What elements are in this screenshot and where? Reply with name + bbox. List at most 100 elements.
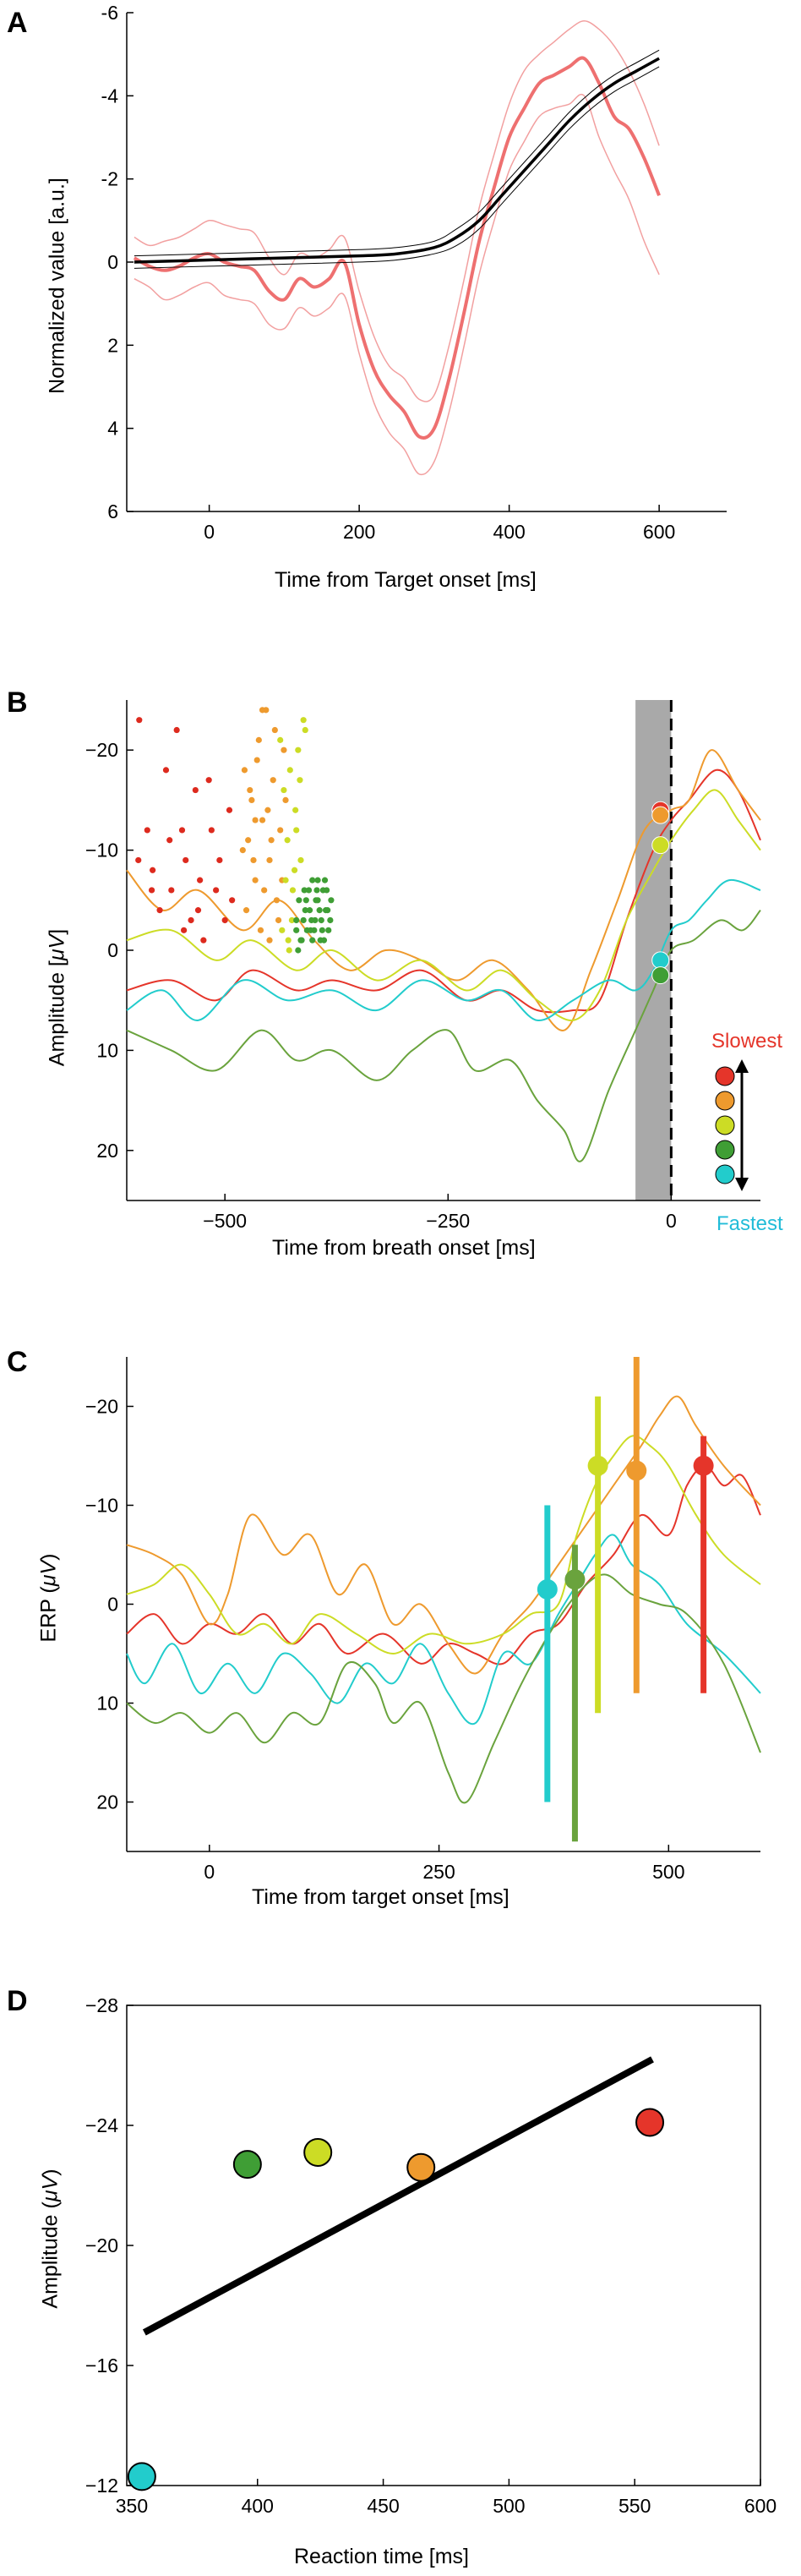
scatter-point-b-green-dots <box>293 927 300 933</box>
scatter-point-b-red-dots <box>192 786 199 794</box>
marker-b-1 <box>651 806 670 824</box>
scatter-point-b-yellow-dots <box>297 777 303 784</box>
scatter-point-b-red-dots <box>194 907 202 914</box>
scatter-point-b-green-dots <box>324 887 330 894</box>
scatter-point-b-green-dots <box>316 907 323 914</box>
scatter-point-b-green-dots <box>308 916 315 924</box>
y-tick-label-a: 0 <box>107 251 118 273</box>
scatter-point-b-red-dots <box>188 916 194 924</box>
plot-frame-d <box>126 2004 761 2486</box>
legend-dot-b-3 <box>715 1140 735 1160</box>
series-line-c-yellow <box>126 1435 761 1654</box>
scatter-point-b-red-dots <box>162 767 170 774</box>
y-tick-label-a: -4 <box>101 85 119 107</box>
scatter-point-b-red-dots <box>135 856 142 864</box>
scatter-point-b-orange-dots <box>277 827 284 834</box>
scatter-point-b-orange-dots <box>253 757 260 763</box>
x-tick-label-c: 500 <box>652 1861 684 1883</box>
series-line-c-orange <box>126 1395 761 1675</box>
scatter-point-b-green-dots <box>305 887 313 894</box>
scatter-point-b-green-dots <box>293 916 300 924</box>
series-line-a-pink-lower-bound <box>134 94 660 476</box>
scatter-point-b-yellow-dots <box>297 856 304 864</box>
scatter-point-b-green-dots <box>296 897 302 904</box>
y-axis-label-d-prefix: Amplitude ( <box>38 2201 63 2309</box>
scatter-point-b-orange-dots <box>257 927 264 933</box>
scatter-point-b-red-dots <box>197 877 204 883</box>
x-tick-label-b: −250 <box>426 1210 470 1232</box>
scatter-point-b-orange-dots <box>266 856 273 864</box>
data-point-d-1 <box>232 2150 262 2179</box>
legend-fastest: Fastest <box>717 1212 783 1235</box>
scatter-point-b-green-dots <box>327 916 334 924</box>
chart-c: 0 250 500 20 10 0 −10 −20 <box>85 1357 761 1883</box>
scatter-point-b-orange-dots <box>282 796 289 804</box>
scatter-point-b-yellow-dots <box>288 916 296 924</box>
scatter-point-b-orange-dots <box>245 837 252 844</box>
y-tick-label-b: 10 <box>96 1039 118 1061</box>
scatter-point-b-green-dots <box>313 887 320 894</box>
data-point-d-3 <box>406 2152 436 2182</box>
scatter-point-b-green-dots <box>324 907 331 914</box>
x-tick-label-d: 400 <box>242 2495 274 2517</box>
panel-c: C 0 250 500 20 10 0 −10 −20 ERP (μV) Time from … <box>7 1346 761 1909</box>
series-line-c-cyan <box>126 1534 761 1726</box>
scatter-point-b-red-dots <box>226 807 233 813</box>
scatter-point-b-orange-dots <box>271 726 278 734</box>
legend-arrow-down-b <box>735 1178 749 1191</box>
scatter-point-b-red-dots <box>168 887 175 894</box>
y-tick-label-d: −12 <box>85 2475 118 2497</box>
legend-arrow-up-b <box>735 1059 749 1073</box>
y-tick-label-c: 20 <box>96 1791 118 1813</box>
scatter-point-b-orange-dots <box>259 817 266 823</box>
data-point-d-4 <box>635 2108 665 2137</box>
series-line-b-olive <box>126 909 761 1162</box>
y-axis-label-d-unit: μV <box>38 2175 63 2202</box>
scatter-point-b-green-dots <box>318 916 324 924</box>
scatter-point-b-yellow-dots <box>281 786 287 794</box>
series-line-b-orange <box>126 749 761 1031</box>
scatter-point-b-orange-dots <box>255 736 262 743</box>
y-tick-label-c: 0 <box>107 1594 118 1616</box>
error-bar-point-c-2 <box>587 1455 608 1476</box>
y-axis-label-d-suffix: ) <box>38 2169 63 2176</box>
fit-line-d <box>142 2056 654 2336</box>
y-tick-label-c: −20 <box>85 1396 118 1418</box>
series-line-a-black-upper-bound <box>134 49 660 257</box>
scatter-point-b-green-dots <box>314 877 321 883</box>
x-axis-label-d: Reaction time [ms] <box>294 2545 470 2568</box>
scatter-point-b-green-dots <box>320 937 328 943</box>
scatter-point-b-red-dots <box>156 907 163 914</box>
error-bar-point-c-0 <box>537 1578 558 1600</box>
x-tick-label-d: 500 <box>493 2495 525 2517</box>
legend-dot-b-2 <box>715 1115 735 1135</box>
scatter-point-b-red-dots <box>144 827 150 834</box>
scatter-point-b-yellow-dots <box>295 747 302 753</box>
marker-b-2 <box>651 836 670 855</box>
scatter-point-b-yellow-dots <box>285 937 292 943</box>
y-tick-label-d: −16 <box>85 2354 118 2376</box>
scatter-point-b-yellow-dots <box>282 877 289 883</box>
legend-dot-b-0 <box>715 1066 735 1086</box>
y-tick-label-b: 0 <box>107 939 118 961</box>
panel-a: A 0 200 400 600 6 4 2 0 -2 -4 -6 Normalized value … <box>0 0 801 626</box>
series-line-c-olive <box>126 1573 761 1804</box>
x-tick-label-d: 550 <box>618 2495 651 2517</box>
x-tick-label-b: 0 <box>666 1210 677 1232</box>
legend-dot-b-4 <box>715 1164 735 1184</box>
scatter-point-b-red-dots <box>136 717 143 724</box>
y-tick-label-b: 20 <box>96 1140 118 1162</box>
chart-a: 0 200 400 600 6 4 2 0 -2 -4 -6 <box>101 2 727 543</box>
scatter-point-b-orange-dots <box>239 847 246 854</box>
x-axis-label-b: Time from breath onset [ms] <box>272 1236 536 1260</box>
scatter-point-b-orange-dots <box>252 817 259 823</box>
x-tick-label-a: 200 <box>343 521 375 543</box>
x-tick-label-c: 0 <box>204 1861 215 1883</box>
data-point-d-2 <box>303 2137 333 2167</box>
scatter-point-b-orange-dots <box>266 937 273 943</box>
chart-b: −500 −250 0 20 10 0 −10 −20 <box>85 700 761 1232</box>
scatter-point-b-orange-dots <box>252 877 259 883</box>
scatter-point-b-orange-dots <box>241 767 248 774</box>
